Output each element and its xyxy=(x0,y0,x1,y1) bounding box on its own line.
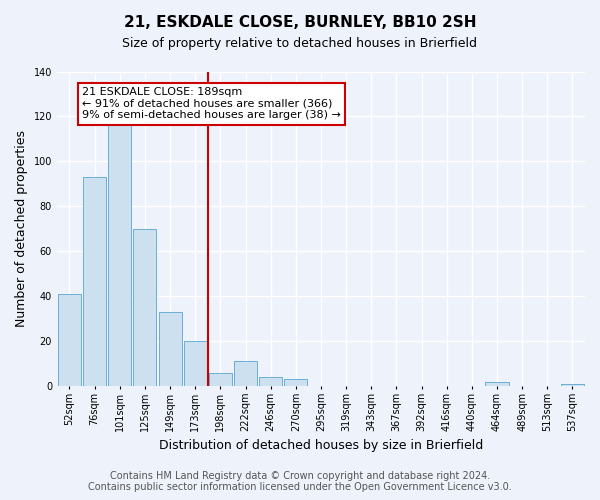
Bar xyxy=(133,229,157,386)
Bar xyxy=(58,294,81,386)
Bar xyxy=(561,384,584,386)
Bar xyxy=(108,121,131,386)
Text: Contains HM Land Registry data © Crown copyright and database right 2024.
Contai: Contains HM Land Registry data © Crown c… xyxy=(88,471,512,492)
Bar xyxy=(234,362,257,386)
Bar xyxy=(184,341,207,386)
Text: 21, ESKDALE CLOSE, BURNLEY, BB10 2SH: 21, ESKDALE CLOSE, BURNLEY, BB10 2SH xyxy=(124,15,476,30)
X-axis label: Distribution of detached houses by size in Brierfield: Distribution of detached houses by size … xyxy=(159,440,483,452)
Bar xyxy=(209,372,232,386)
Bar xyxy=(158,312,182,386)
Y-axis label: Number of detached properties: Number of detached properties xyxy=(15,130,28,328)
Bar xyxy=(259,377,282,386)
Bar xyxy=(83,177,106,386)
Bar xyxy=(284,380,307,386)
Bar xyxy=(485,382,509,386)
Text: 21 ESKDALE CLOSE: 189sqm
← 91% of detached houses are smaller (366)
9% of semi-d: 21 ESKDALE CLOSE: 189sqm ← 91% of detach… xyxy=(82,87,341,120)
Text: Size of property relative to detached houses in Brierfield: Size of property relative to detached ho… xyxy=(122,38,478,51)
